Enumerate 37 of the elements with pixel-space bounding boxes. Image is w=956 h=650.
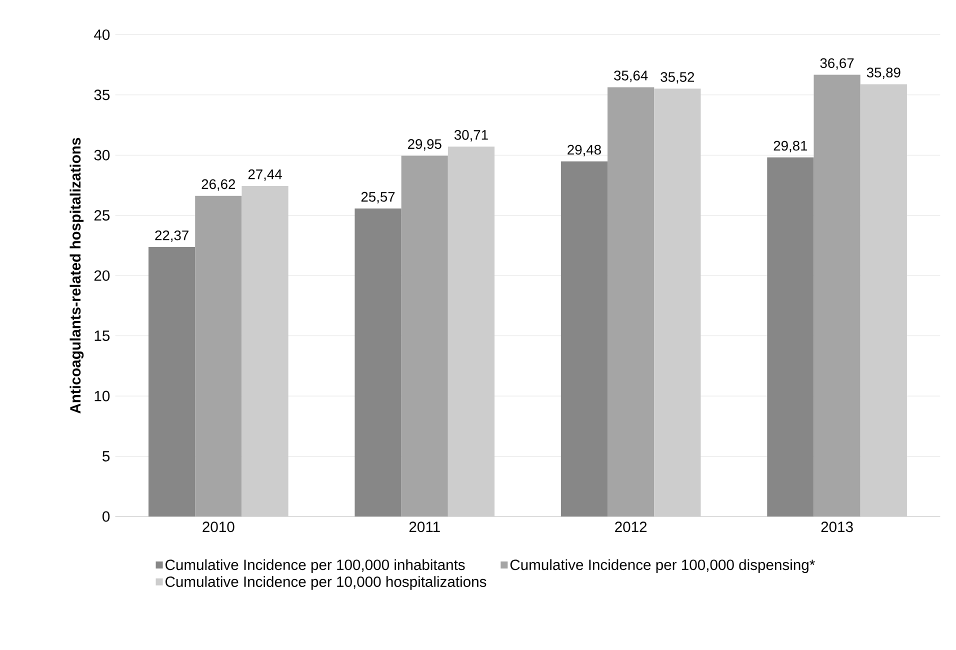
y-tick-label: 35 <box>94 89 110 100</box>
bar <box>560 161 608 516</box>
legend-label: Cumulative Incidence per 100,000 inhabitants <box>166 559 465 573</box>
data-label: 36,67 <box>820 58 854 70</box>
data-label: 26,62 <box>202 179 236 191</box>
x-tick-label: 2011 <box>409 521 440 532</box>
bar <box>195 196 242 516</box>
y-tick-label: 10 <box>94 390 110 402</box>
data-label: 35,64 <box>614 70 648 82</box>
legend-label: Cumulative Incidence per 100,000 dispensing* <box>510 559 815 573</box>
legend-label: Cumulative Incidence per 10,000 hospitalizations <box>166 576 486 590</box>
bar <box>608 87 654 516</box>
bar <box>354 208 402 516</box>
data-label: 29,95 <box>408 139 442 150</box>
y-axis-title: Anticoagulants-related hospitalizations <box>70 138 84 414</box>
y-tick-label: 15 <box>94 330 110 341</box>
data-label: 29,81 <box>774 140 808 152</box>
data-label: 35,52 <box>660 72 694 84</box>
x-tick-label: 2012 <box>615 521 647 532</box>
data-label: 30,71 <box>454 130 488 142</box>
data-label: 35,89 <box>866 67 900 79</box>
y-tick-label: 40 <box>94 29 110 40</box>
data-label: 27,44 <box>248 169 282 181</box>
y-tick-label: 30 <box>94 150 110 160</box>
y-tick-label: 5 <box>102 450 110 462</box>
bar <box>814 74 860 516</box>
y-tick-label: 20 <box>94 270 110 281</box>
data-label: 22,37 <box>155 230 188 242</box>
x-tick-label: 2010 <box>202 521 234 532</box>
x-tick-label: 2013 <box>821 521 853 532</box>
y-tick-label: 0 <box>102 511 110 522</box>
bar <box>767 157 814 516</box>
bar <box>401 156 448 516</box>
data-label: 29,48 <box>568 144 601 156</box>
bar <box>148 246 196 516</box>
data-label: 25,57 <box>361 192 395 204</box>
y-tick-label: 25 <box>94 210 110 220</box>
